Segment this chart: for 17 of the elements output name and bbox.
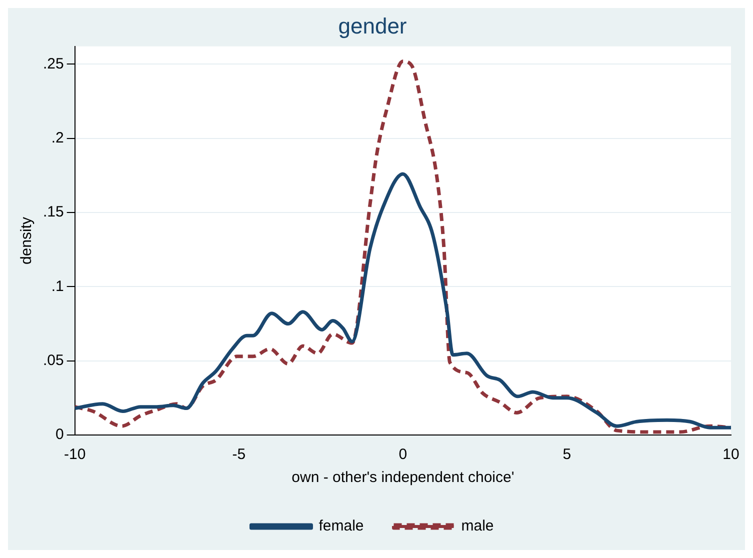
y-tick-label: .1: [51, 278, 64, 295]
y-axis-title: density: [18, 216, 36, 264]
x-tick-label: 0: [398, 446, 408, 464]
legend-label: male: [461, 518, 494, 535]
legend-label: female: [318, 518, 364, 535]
y-tick-label: .05: [42, 352, 64, 369]
x-tick-label: 10: [722, 446, 740, 464]
y-tick-label: .2: [51, 130, 64, 146]
y-tick-label: .15: [42, 204, 64, 221]
y-tick-label: .25: [42, 55, 64, 72]
x-tick-label: -10: [64, 446, 86, 464]
y-tick-label: 0: [56, 426, 64, 444]
line-series: [74, 172, 731, 430]
x-tick-label: -5: [232, 446, 246, 464]
x-tick-label: 5: [562, 446, 572, 464]
chart-title: gender: [338, 13, 407, 38]
x-axis-title: own - other's independent choice': [292, 469, 514, 486]
